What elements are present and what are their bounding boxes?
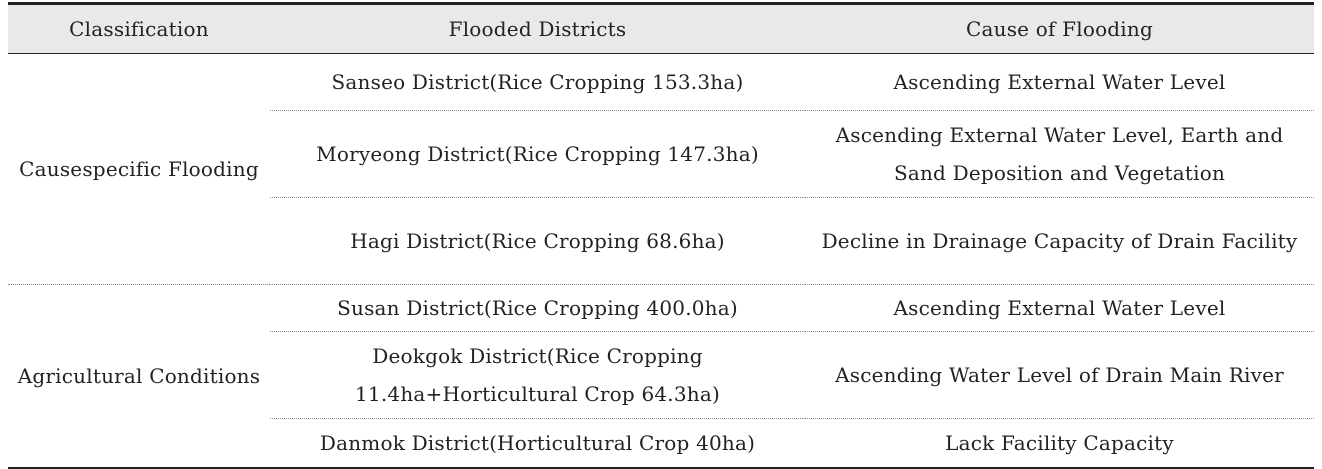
table-row: Causespecific Flooding Sanseo District(R… (8, 53, 1314, 285)
table-row: Agricultural Conditions Susan District(R… (8, 284, 1314, 469)
table-row: Hagi District(Rice Cropping 68.6ha) Decl… (8, 197, 1314, 285)
classification-cell: Causespecific Flooding (8, 53, 270, 285)
classification-cell: Agricultural Conditions (8, 284, 270, 469)
table-row: Moryeong District(Rice Cropping 147.3ha)… (8, 110, 1314, 198)
cause-cell: Decline in Drainage Capacity of Drain Fa… (805, 197, 1314, 285)
header-flooded-districts: Flooded Districts (270, 2, 805, 54)
header-cause-of-flooding: Cause of Flooding (805, 2, 1314, 54)
flooding-table-container: Classification Flooded Districts Cause o… (8, 2, 1314, 469)
flooding-table: Classification Flooded Districts Cause o… (8, 2, 1314, 469)
district-cell: Sanseo District(Rice Cropping 153.3ha) (270, 53, 805, 111)
cause-cell: Lack Facility Capacity (805, 418, 1314, 469)
header-row: Classification Flooded Districts Cause o… (8, 2, 1314, 54)
table-row: Deokgok District(Rice Cropping 11.4ha+Ho… (8, 331, 1314, 419)
district-cell: Hagi District(Rice Cropping 68.6ha) (270, 197, 805, 285)
cause-cell: Ascending External Water Level, Earth an… (805, 110, 1314, 198)
cause-cell: Ascending External Water Level (805, 53, 1314, 111)
header-classification: Classification (8, 2, 270, 54)
district-cell: Susan District(Rice Cropping 400.0ha) (270, 284, 805, 332)
cause-cell: Ascending Water Level of Drain Main Rive… (805, 331, 1314, 419)
district-cell: Deokgok District(Rice Cropping 11.4ha+Ho… (270, 331, 805, 419)
cause-cell: Ascending External Water Level (805, 284, 1314, 332)
district-cell: Danmok District(Horticultural Crop 40ha) (270, 418, 805, 469)
district-cell: Moryeong District(Rice Cropping 147.3ha) (270, 110, 805, 198)
